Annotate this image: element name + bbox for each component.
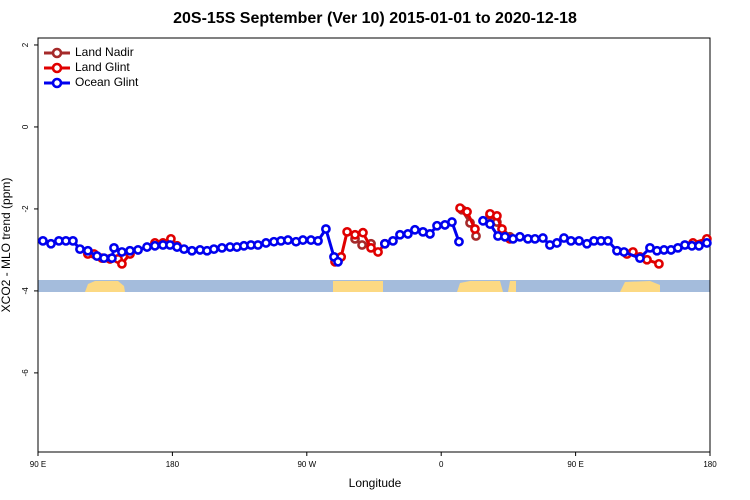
legend-label: Land Nadir bbox=[75, 45, 134, 59]
data-point bbox=[485, 219, 495, 229]
data-point bbox=[497, 224, 507, 234]
data-point bbox=[342, 226, 353, 237]
data-point bbox=[603, 236, 613, 246]
data-point bbox=[68, 236, 78, 246]
data-point bbox=[99, 253, 109, 264]
legend-marker bbox=[51, 47, 63, 59]
data-point bbox=[142, 242, 152, 252]
data-point bbox=[537, 233, 548, 243]
x-axis-label: Longitude bbox=[349, 476, 402, 490]
data-point bbox=[530, 233, 540, 244]
data-point bbox=[694, 240, 704, 251]
data-point bbox=[366, 242, 376, 253]
data-point bbox=[566, 236, 576, 246]
data-point bbox=[209, 244, 219, 254]
data-point bbox=[298, 235, 308, 245]
data-point bbox=[395, 229, 405, 240]
legend-label: Ocean Glint bbox=[75, 75, 139, 89]
data-point bbox=[46, 238, 56, 249]
data-point bbox=[373, 247, 383, 257]
data-point bbox=[455, 203, 465, 214]
data-point bbox=[261, 238, 271, 248]
data-point bbox=[358, 227, 368, 238]
data-point bbox=[253, 240, 263, 250]
data-point bbox=[313, 236, 323, 246]
data-point bbox=[514, 231, 525, 242]
land-mask-strip bbox=[38, 280, 710, 292]
y-tick-label: -2 bbox=[21, 205, 30, 213]
data-point bbox=[109, 242, 119, 253]
data-point bbox=[333, 256, 343, 267]
data-point bbox=[117, 247, 127, 257]
data-point bbox=[447, 217, 457, 227]
legend-label: Land Glint bbox=[75, 60, 130, 74]
data-point bbox=[82, 245, 93, 256]
x-tick-label: 90 E bbox=[30, 460, 46, 469]
series bbox=[38, 215, 712, 267]
x-tick-label: 90 E bbox=[567, 460, 583, 469]
data-point bbox=[321, 224, 331, 234]
y-tick-label: -6 bbox=[21, 369, 30, 377]
data-point bbox=[133, 245, 143, 255]
data-point bbox=[217, 242, 227, 253]
data-point bbox=[150, 240, 160, 251]
data-point bbox=[357, 240, 367, 250]
data-point bbox=[574, 236, 584, 246]
data-point bbox=[454, 236, 464, 247]
data-point bbox=[38, 236, 48, 246]
x-tick-label: 90 W bbox=[297, 460, 316, 469]
data-point bbox=[552, 238, 562, 248]
y-tick-label: 2 bbox=[21, 42, 30, 47]
legend-marker bbox=[51, 77, 63, 89]
y-tick-label: 0 bbox=[21, 124, 30, 129]
data-point bbox=[425, 229, 435, 239]
x-tick-label: 180 bbox=[166, 460, 180, 469]
y-axis-label: XCO2 - MLO trend (ppm) bbox=[0, 178, 13, 313]
data-point bbox=[283, 235, 293, 245]
data-point bbox=[117, 258, 127, 269]
data-point bbox=[654, 258, 664, 269]
data-point bbox=[619, 247, 629, 257]
data-point bbox=[701, 238, 712, 248]
data-point bbox=[187, 245, 197, 256]
data-point bbox=[380, 238, 390, 249]
data-point bbox=[388, 236, 398, 246]
x-tick-label: 0 bbox=[439, 460, 444, 469]
data-point bbox=[125, 245, 135, 256]
chart-title: 20S-15S September (Ver 10) 2015-01-01 to… bbox=[173, 10, 577, 27]
data-point bbox=[462, 206, 472, 217]
legend-marker bbox=[51, 62, 63, 74]
data-point bbox=[635, 253, 645, 264]
data-point bbox=[470, 224, 480, 234]
data-point bbox=[492, 210, 502, 221]
x-tick-label: 180 bbox=[703, 460, 717, 469]
data-point bbox=[410, 224, 420, 235]
data-point bbox=[500, 231, 510, 242]
data-point bbox=[75, 244, 85, 254]
data-point bbox=[402, 229, 413, 239]
data-point bbox=[179, 244, 189, 254]
data-point bbox=[107, 253, 117, 264]
y-tick-label: -4 bbox=[21, 287, 30, 295]
data-point bbox=[432, 220, 442, 231]
data-point bbox=[350, 229, 360, 240]
